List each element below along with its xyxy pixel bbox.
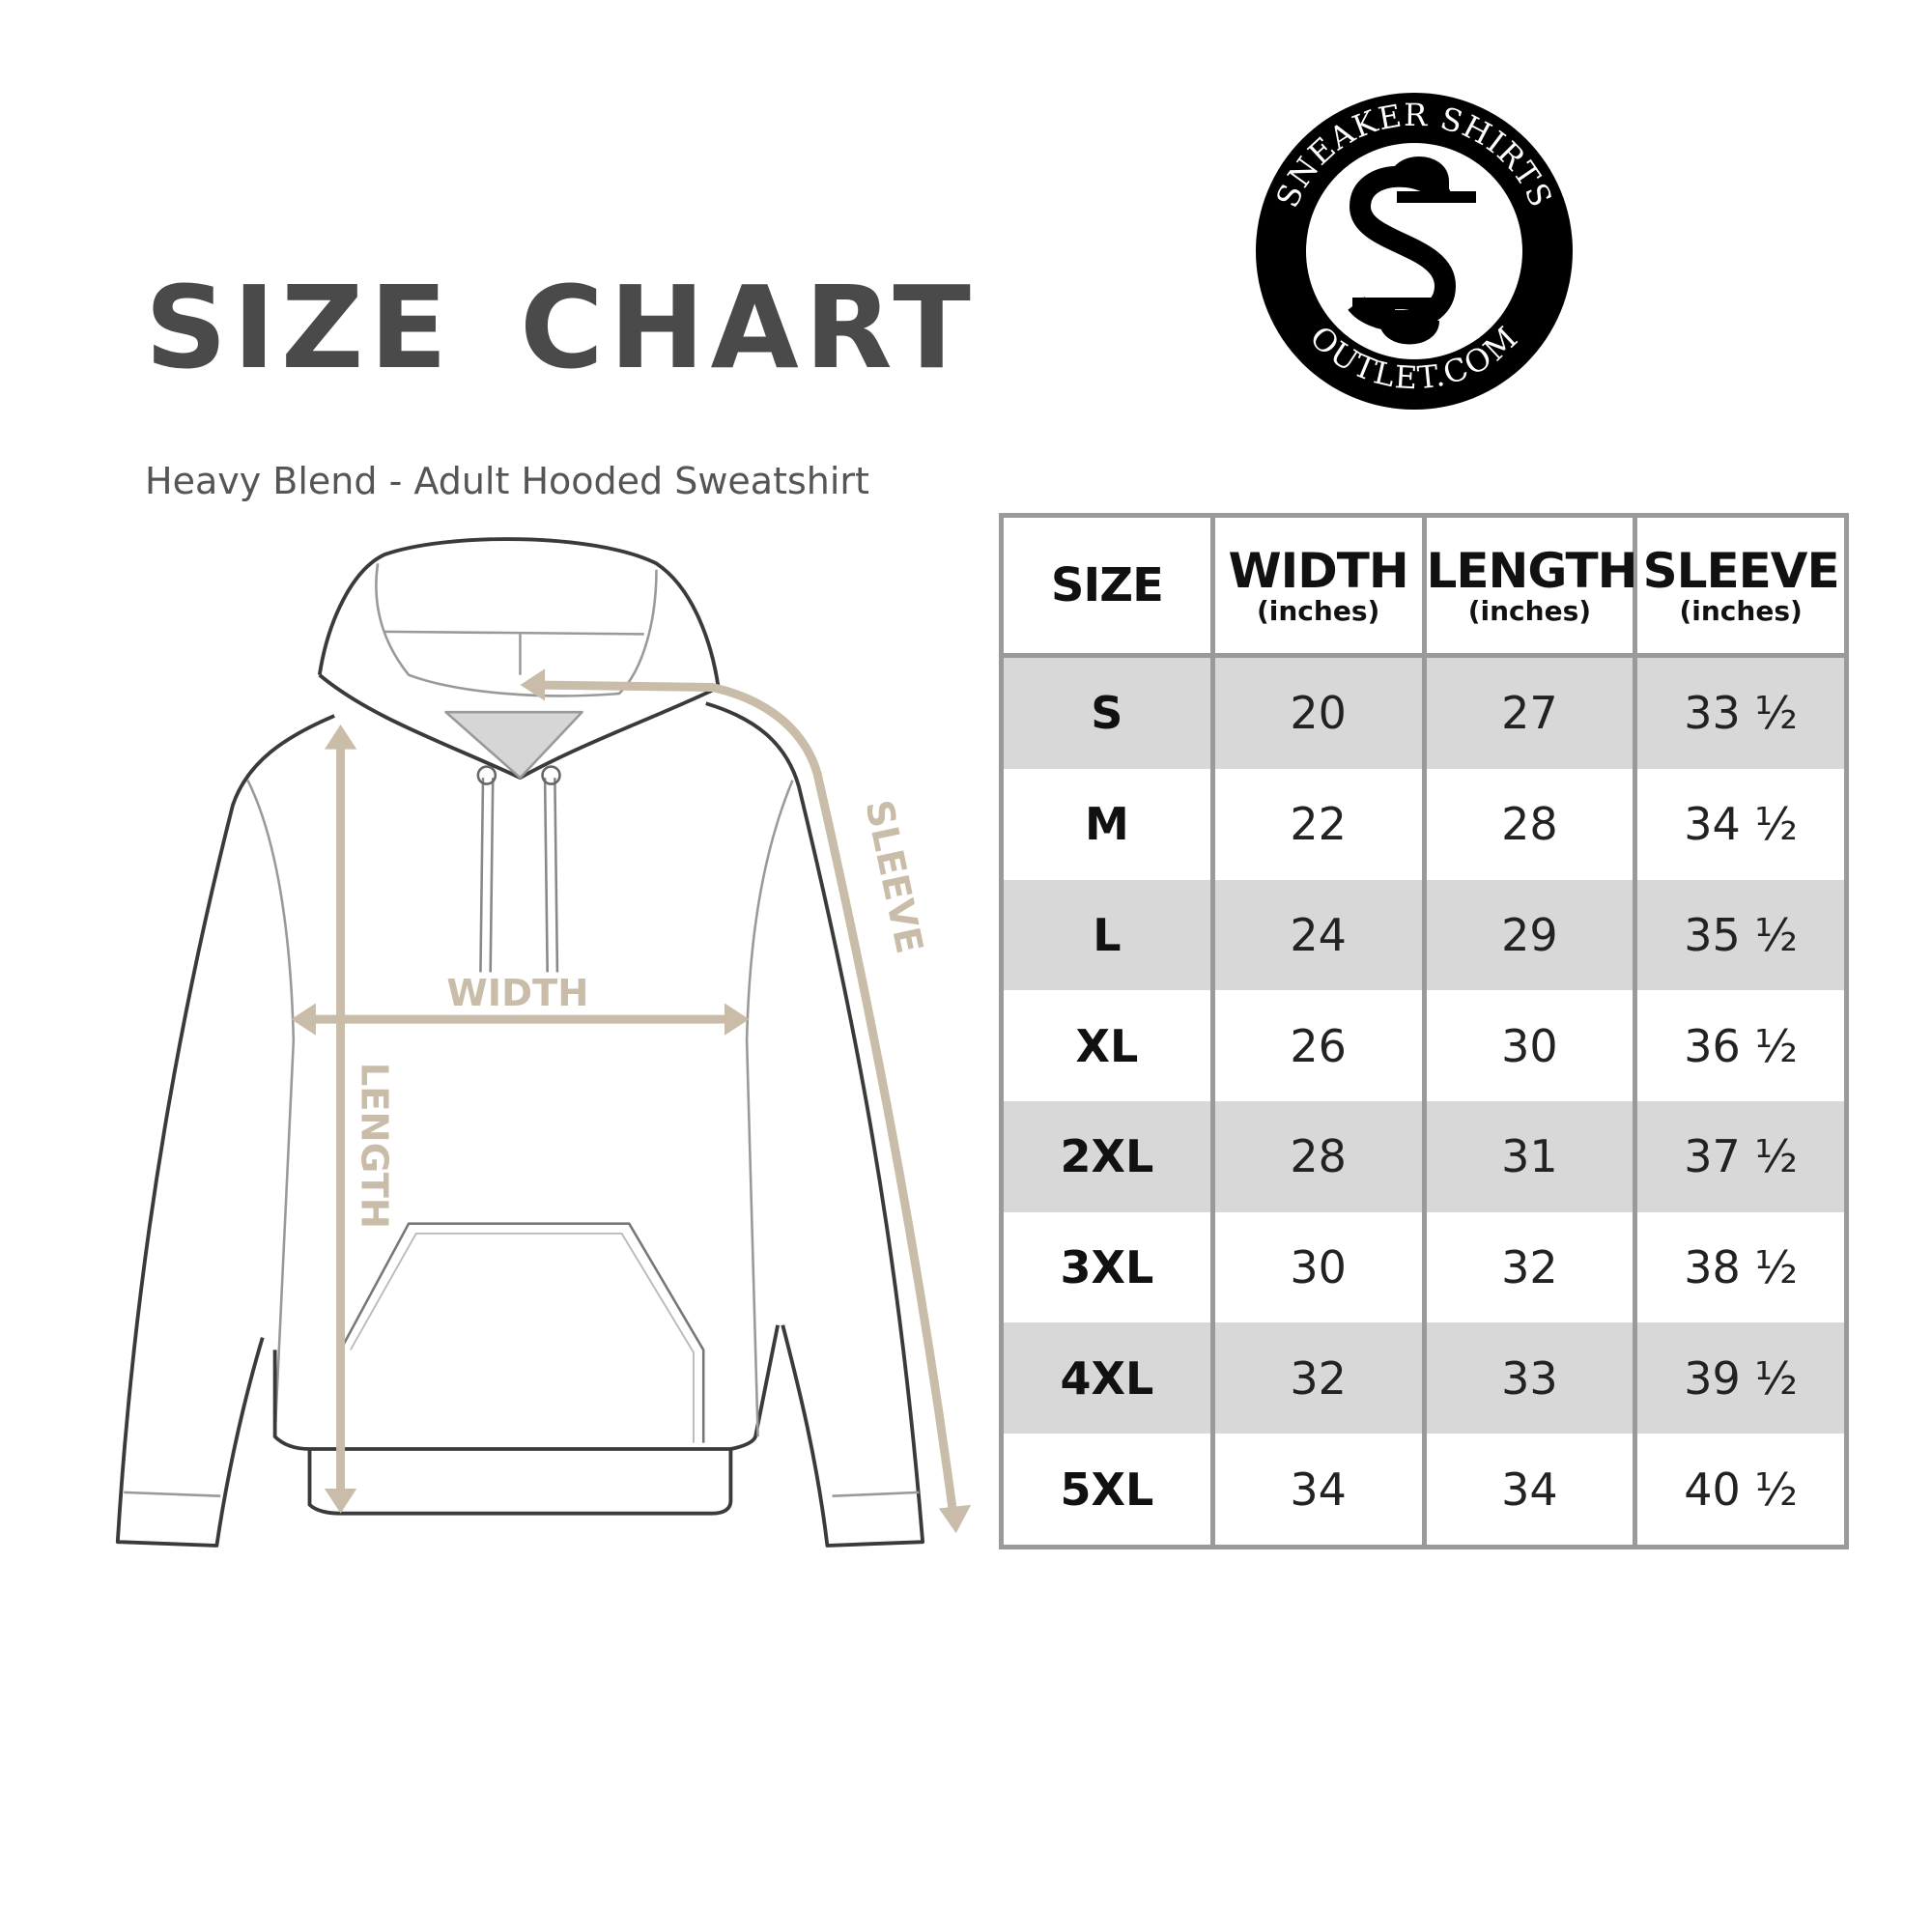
cell-width: 34 — [1209, 1434, 1427, 1548]
cell-size: 2XL — [999, 1100, 1215, 1212]
cell-sleeve: 39 ½ — [1633, 1322, 1849, 1435]
page-title: SIZE CHART — [145, 261, 977, 394]
cell-size: XL — [999, 990, 1215, 1101]
table-row: XL 26 30 36 ½ — [999, 990, 1849, 1101]
column-header-width: WIDTH (inches) — [1209, 513, 1427, 658]
cell-sleeve: 36 ½ — [1633, 990, 1849, 1101]
table-row: 2XL 28 31 37 ½ — [999, 1100, 1849, 1212]
hoodie-outline — [115, 537, 925, 1548]
length-label: LENGTH — [352, 1063, 395, 1229]
table-header-row: SIZE WIDTH (inches) LENGTH (inches) SLEEVE… — [999, 513, 1849, 658]
arrowheads — [291, 668, 972, 1534]
cell-width: 32 — [1209, 1322, 1427, 1435]
cell-size: 4XL — [999, 1322, 1215, 1435]
cell-width: 26 — [1209, 990, 1427, 1101]
column-header-sleeve: SLEEVE (inches) — [1633, 513, 1849, 658]
cell-length: 28 — [1421, 768, 1638, 880]
logo-monogram — [1348, 156, 1476, 345]
table-row: 3XL 30 32 38 ½ — [999, 1211, 1849, 1323]
table-row: 5XL 34 34 40 ½ — [999, 1434, 1849, 1548]
cell-size: S — [999, 655, 1215, 769]
column-header-length: LENGTH (inches) — [1421, 513, 1637, 658]
cell-sleeve: 38 ½ — [1633, 1211, 1849, 1323]
sleeve-arrow — [527, 680, 958, 1521]
cell-length: 31 — [1421, 1100, 1638, 1212]
cell-length: 30 — [1421, 990, 1638, 1101]
measurement-arrows — [298, 680, 958, 1521]
table-row: L 24 29 35 ½ — [999, 879, 1849, 991]
table-row: 4XL 32 33 39 ½ — [999, 1322, 1849, 1435]
column-header-size: SIZE — [999, 513, 1215, 658]
cell-width: 20 — [1209, 655, 1427, 769]
cell-length: 29 — [1421, 879, 1638, 991]
cell-width: 30 — [1209, 1211, 1427, 1323]
cell-size: 5XL — [999, 1434, 1215, 1548]
cell-sleeve: 33 ½ — [1633, 655, 1849, 769]
cell-sleeve: 40 ½ — [1633, 1434, 1849, 1548]
cell-width: 28 — [1209, 1100, 1427, 1212]
cell-size: 3XL — [999, 1211, 1215, 1323]
sleeve-label: SLEEVE — [856, 796, 930, 957]
brand-logo: SNEAKER SHIRTS OUTLET.COM — [1256, 93, 1573, 410]
table-row: S 20 27 33 ½ — [999, 655, 1849, 769]
cell-length: 33 — [1421, 1322, 1638, 1435]
cell-length: 34 — [1421, 1434, 1638, 1548]
cell-width: 24 — [1209, 879, 1427, 991]
product-subtitle: Heavy Blend - Adult Hooded Sweatshirt — [145, 460, 869, 502]
table-row: M 22 28 34 ½ — [999, 768, 1849, 880]
cell-sleeve: 37 ½ — [1633, 1100, 1849, 1212]
size-table: SIZE WIDTH (inches) LENGTH (inches) SLEEVE… — [999, 513, 1849, 1549]
cell-size: M — [999, 768, 1215, 880]
cell-length: 27 — [1421, 655, 1638, 769]
cell-length: 32 — [1421, 1211, 1638, 1323]
cell-size: L — [999, 879, 1215, 991]
cell-width: 22 — [1209, 768, 1427, 880]
cell-sleeve: 35 ½ — [1633, 879, 1849, 991]
cell-sleeve: 34 ½ — [1633, 768, 1849, 880]
width-label: WIDTH — [446, 972, 588, 1015]
